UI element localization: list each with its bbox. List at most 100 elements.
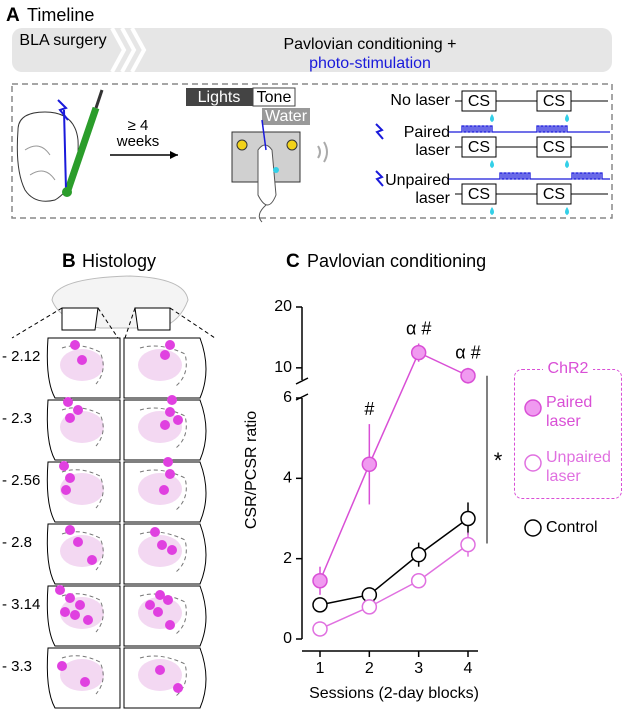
fiber-tip <box>155 665 165 675</box>
fiber-tip <box>77 355 87 365</box>
laser-icon <box>375 123 384 140</box>
section-detail <box>61 469 187 511</box>
x-axis-label: Sessions (2-day blocks) <box>309 685 479 702</box>
fiber-tip <box>163 457 173 467</box>
fiber-tip <box>65 525 75 535</box>
fiber-tip <box>73 405 83 415</box>
data-point <box>361 599 378 615</box>
fiber-tip <box>65 593 75 603</box>
cs-label: CS <box>468 186 490 203</box>
lights-label: Lights <box>198 89 241 106</box>
protocol-label: Unpaired laser <box>385 172 450 207</box>
fiber-tip <box>167 545 177 555</box>
y-tick-label: 4 <box>283 470 292 487</box>
y-tick-label: 20 <box>274 298 292 315</box>
fiber-tip <box>73 537 83 547</box>
fiber <box>261 119 267 151</box>
chart-title: Pavlovian conditioning <box>307 251 486 271</box>
legend-marker <box>524 399 542 417</box>
x-tick-label: 4 <box>464 660 473 677</box>
fiber-tip <box>173 415 183 425</box>
protocol-label: No laser <box>390 92 450 109</box>
series-line <box>319 351 469 582</box>
mouse <box>257 144 277 206</box>
expression <box>60 597 104 629</box>
water-drop <box>565 114 569 122</box>
water-drop <box>490 207 494 215</box>
y-tick-label: 10 <box>274 359 292 376</box>
x-tick-label: 1 <box>316 660 325 677</box>
fiber-tip <box>60 607 70 617</box>
fiber-tip <box>75 600 85 610</box>
tone-label: Tone <box>257 89 292 106</box>
legend-marker <box>524 454 542 472</box>
fiber-tip <box>87 555 97 565</box>
water-drop <box>490 114 494 122</box>
fiber-tip <box>55 585 65 595</box>
legend-title: ChR2 <box>543 360 593 378</box>
syringe <box>64 106 100 192</box>
water-bar <box>262 108 310 125</box>
x-tick-label: 3 <box>414 660 423 677</box>
laser-trace <box>448 125 610 133</box>
fiber-tip <box>165 469 175 479</box>
expression <box>138 349 182 381</box>
y-tick-label: 2 <box>283 550 292 567</box>
laser-icon <box>57 99 69 121</box>
data-point <box>460 367 476 384</box>
fiber-tip <box>61 485 71 495</box>
legend-label: Paired laser <box>546 394 593 430</box>
cs-box <box>461 183 497 205</box>
fiber-tip <box>80 677 90 687</box>
fiber-tip <box>159 485 169 495</box>
y-tick-label: 6 <box>283 389 292 406</box>
optic-fiber <box>63 109 67 191</box>
data-point <box>312 621 328 637</box>
water-drop <box>273 167 279 173</box>
fiber-tip <box>157 540 167 550</box>
level-label: - 2.12 <box>2 348 40 365</box>
syringe-plunger <box>94 89 104 109</box>
laser-icon <box>375 170 384 187</box>
data-point <box>312 597 328 613</box>
fiber-tip <box>167 395 177 405</box>
injection-site <box>62 187 72 197</box>
section-detail <box>61 407 187 449</box>
light <box>236 139 248 151</box>
y-axis-label: CSR/PCSR ratio <box>243 411 260 529</box>
chevrons <box>110 27 147 73</box>
level-label: - 2.8 <box>2 534 32 551</box>
data-point <box>460 510 476 527</box>
panel-label: A <box>6 5 20 26</box>
annotation: # <box>364 399 374 419</box>
fiber-tip <box>155 590 165 600</box>
light <box>286 139 298 151</box>
fiber-tip <box>165 620 175 630</box>
fiber-tip <box>160 350 170 360</box>
expression <box>138 411 182 443</box>
data-point <box>410 344 427 361</box>
level-label: - 2.56 <box>2 472 40 489</box>
fiber-tip <box>70 610 80 620</box>
water-label: Water <box>265 108 308 125</box>
fiber-tip <box>83 615 93 625</box>
cs-label: CS <box>543 186 565 203</box>
step-text: BLA surgery <box>19 32 107 49</box>
fiber-tip <box>59 461 69 471</box>
series-line <box>319 517 469 606</box>
y-tick-label: 0 <box>283 630 292 647</box>
data-point <box>312 573 328 589</box>
series-line <box>319 544 469 630</box>
fiber-tip <box>65 413 75 423</box>
panel-title: Timeline <box>27 5 94 25</box>
data-point <box>410 573 427 589</box>
arrow-head <box>170 151 178 159</box>
fiber-tip <box>173 683 183 693</box>
step-text: Pavlovian conditioning + <box>283 36 456 53</box>
cs-label: CS <box>543 93 565 110</box>
panel-label: C <box>286 251 300 272</box>
level-label: - 2.3 <box>2 410 32 427</box>
fiber-tip <box>163 595 173 605</box>
cs-box <box>461 136 497 158</box>
